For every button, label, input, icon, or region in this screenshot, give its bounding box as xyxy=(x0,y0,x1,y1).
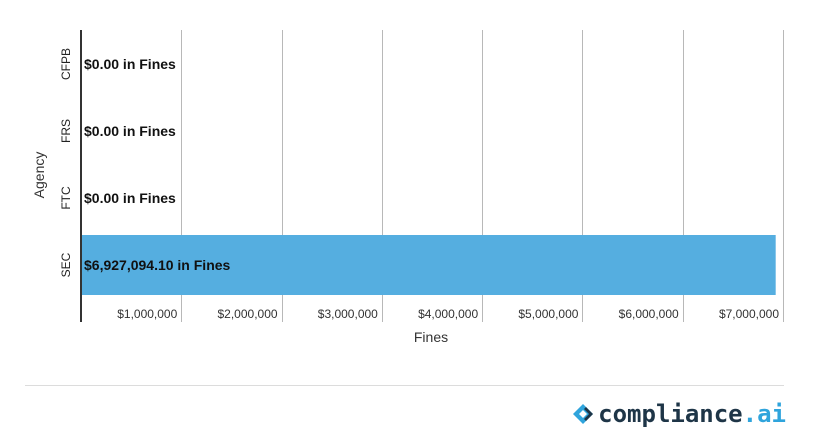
data-label-ftc: $0.00 in Fines xyxy=(84,190,176,206)
logo-name: compliance xyxy=(598,400,743,428)
data-label-frs: $0.00 in Fines xyxy=(84,123,176,139)
x-tick-label: $4,000,000 xyxy=(418,307,478,321)
gridlines xyxy=(181,30,784,322)
logo-suffix: .ai xyxy=(742,400,786,428)
category-label-sec: SEC xyxy=(59,252,73,277)
x-tick-label: $2,000,000 xyxy=(218,307,278,321)
category-label-frs: FRS xyxy=(59,119,73,143)
data-labels: $0.00 in Fines $0.00 in Fines $0.00 in Fin… xyxy=(84,56,231,273)
x-tick-label: $5,000,000 xyxy=(518,307,578,321)
data-label-sec: $6,927,094.10 in Fines xyxy=(84,257,231,273)
data-label-cfpb: $0.00 in Fines xyxy=(84,56,176,72)
bars xyxy=(82,235,776,295)
y-axis-title: Agency xyxy=(31,152,47,199)
x-tick-label: $6,000,000 xyxy=(619,307,679,321)
x-tick-label: $1,000,000 xyxy=(117,307,177,321)
footer-divider xyxy=(25,385,784,386)
category-label-cfpb: CFPB xyxy=(59,48,73,80)
category-labels: CFPB FRS FTC SEC xyxy=(59,48,73,277)
compliance-ai-logo: compliance.ai xyxy=(572,398,786,430)
x-tick-label: $3,000,000 xyxy=(318,307,378,321)
x-tick-labels: $1,000,000 $2,000,000 $3,000,000 $4,000,000… xyxy=(117,307,779,321)
bar-sec xyxy=(82,235,776,295)
compliance-ai-logo-icon xyxy=(573,404,594,424)
x-axis-title: Fines xyxy=(414,329,448,345)
fines-by-agency-chart: $1,000,000 $2,000,000 $3,000,000 $4,000,000… xyxy=(31,30,784,345)
category-label-ftc: FTC xyxy=(59,186,73,210)
logo-wordmark: compliance.ai xyxy=(598,400,786,428)
x-tick-label: $7,000,000 xyxy=(719,307,779,321)
